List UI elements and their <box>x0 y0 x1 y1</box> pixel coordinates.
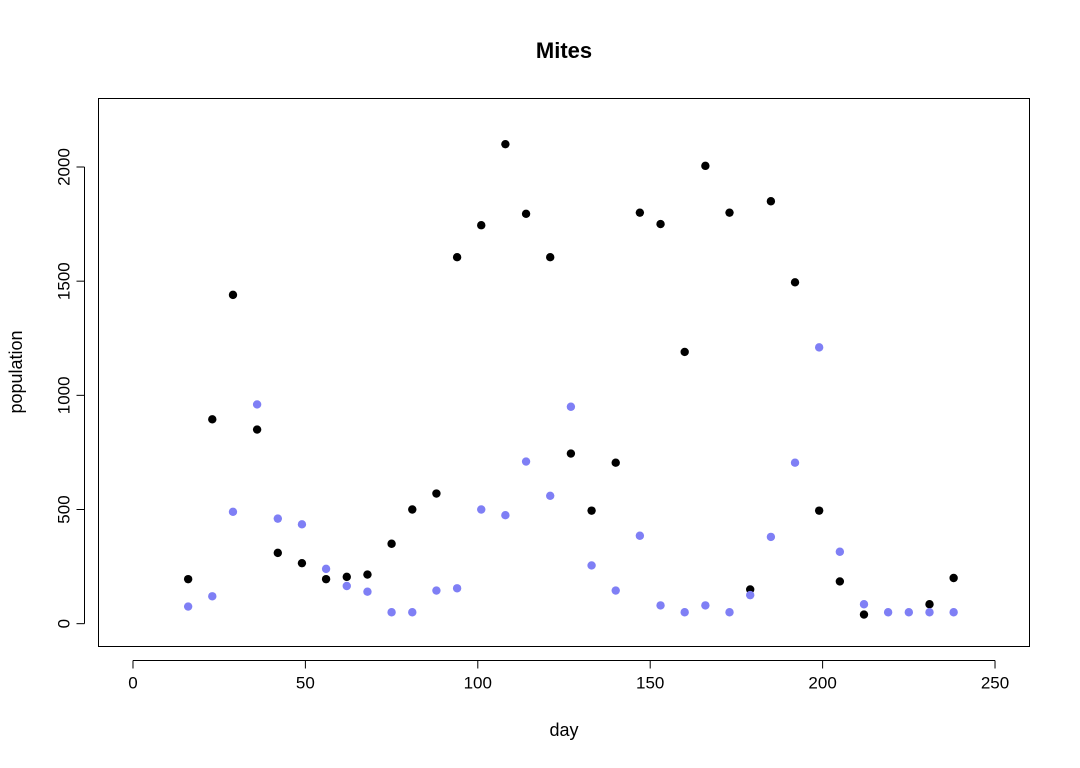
data-point <box>363 570 372 579</box>
y-tick-label: 1000 <box>55 376 74 414</box>
data-point <box>452 584 462 593</box>
data-point <box>746 590 755 600</box>
data-point <box>566 402 576 411</box>
data-point <box>949 608 958 617</box>
data-point <box>321 574 331 584</box>
data-point <box>387 539 396 548</box>
data-point <box>477 221 486 230</box>
x-tick-label: 250 <box>981 674 1009 693</box>
data-point <box>725 208 734 217</box>
data-point <box>611 458 620 467</box>
data-point <box>859 610 869 619</box>
data-point <box>387 608 396 617</box>
data-point <box>656 219 665 229</box>
data-point <box>521 209 531 219</box>
chart-title: Mites <box>536 38 592 63</box>
data-point <box>925 600 934 609</box>
data-point <box>521 457 531 466</box>
data-point <box>925 608 934 617</box>
data-point <box>297 520 307 529</box>
data-point <box>273 514 283 523</box>
data-point <box>546 252 555 262</box>
data-point <box>297 558 307 568</box>
data-point <box>790 278 800 287</box>
y-axis-label: population <box>6 330 26 413</box>
data-point <box>587 506 596 515</box>
series-1 <box>183 139 958 619</box>
y-tick-label: 0 <box>55 619 74 628</box>
data-point <box>252 425 262 434</box>
data-point <box>501 139 510 149</box>
x-tick-label: 100 <box>464 674 492 693</box>
data-point <box>587 561 596 570</box>
data-point <box>208 415 217 424</box>
x-tick-label: 200 <box>808 674 836 693</box>
plot-area <box>98 98 1030 647</box>
data-point <box>342 572 351 582</box>
data-point <box>273 548 283 558</box>
data-point <box>363 587 372 596</box>
data-point <box>432 489 441 498</box>
data-point <box>228 290 238 300</box>
data-point <box>680 347 689 357</box>
y-tick-label: 1500 <box>55 262 74 300</box>
data-point <box>611 586 620 595</box>
data-point <box>477 505 486 514</box>
data-point <box>701 601 710 610</box>
data-point <box>321 564 331 574</box>
data-point <box>835 577 845 586</box>
x-tick-label: 150 <box>636 674 664 693</box>
data-point <box>208 592 217 601</box>
data-point <box>635 208 645 217</box>
x-tick-label: 0 <box>128 674 137 693</box>
data-point <box>408 608 417 617</box>
data-point <box>814 506 824 515</box>
data-point <box>183 574 193 584</box>
data-point <box>656 601 665 610</box>
y-tick-label: 2000 <box>55 148 74 186</box>
data-point <box>228 507 238 516</box>
data-point <box>835 547 845 556</box>
x-axis: 0 50 100 150 200 250 <box>128 660 1009 693</box>
data-point <box>766 532 776 542</box>
data-point <box>725 608 734 617</box>
data-point <box>452 252 462 262</box>
y-tick-label: 500 <box>55 495 74 523</box>
data-point <box>501 511 510 520</box>
data-point <box>408 505 417 514</box>
data-point <box>635 531 645 540</box>
data-point <box>814 343 824 352</box>
data-point <box>680 608 689 617</box>
y-axis: 0 500 1000 1500 2000 <box>55 148 85 628</box>
data-point <box>949 573 958 583</box>
data-point <box>883 608 893 617</box>
x-tick-label: 50 <box>296 674 315 693</box>
data-point <box>904 608 914 617</box>
data-point <box>766 197 776 206</box>
data-point <box>252 400 262 409</box>
x-axis-label: day <box>549 720 578 740</box>
series-2 <box>183 343 958 617</box>
data-points <box>183 139 958 619</box>
data-point <box>183 602 193 611</box>
data-point <box>432 586 441 595</box>
data-point <box>566 449 576 458</box>
data-point <box>342 581 351 591</box>
data-point <box>859 600 869 609</box>
data-point <box>701 161 710 171</box>
data-point <box>546 491 555 500</box>
data-point <box>790 458 800 467</box>
